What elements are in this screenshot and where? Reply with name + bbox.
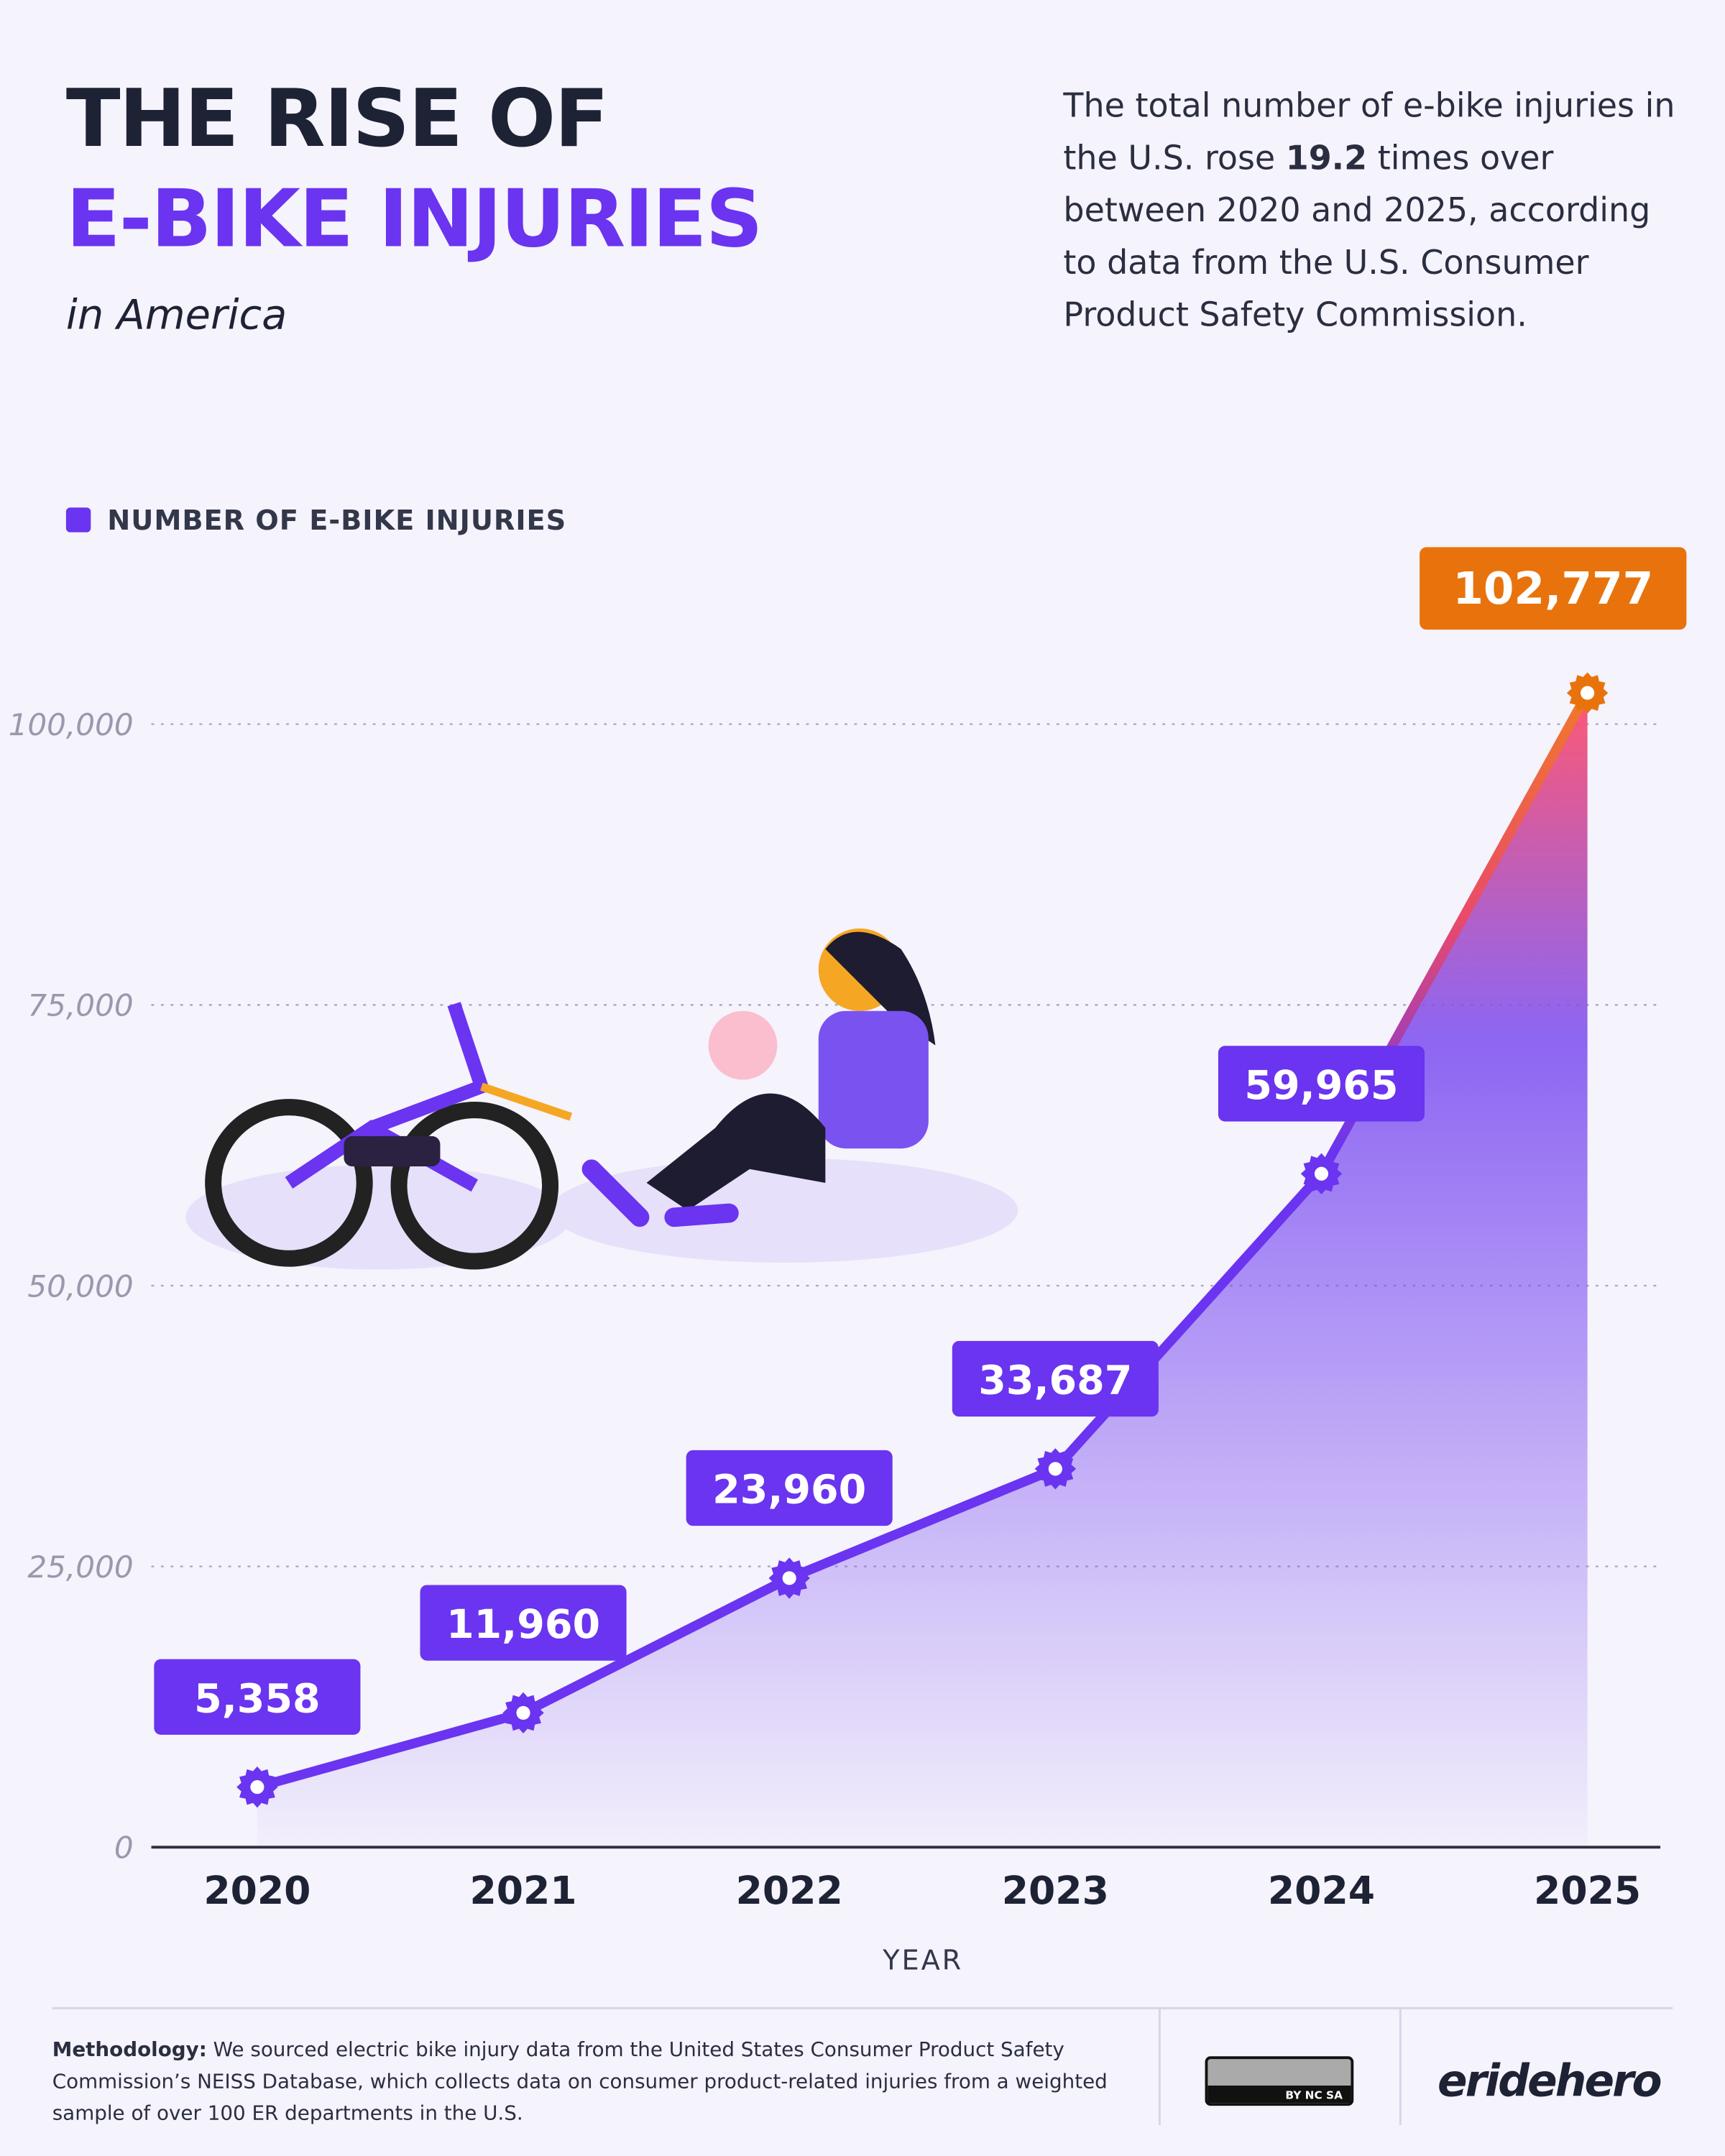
value-label-box bbox=[154, 1659, 361, 1735]
x-tick-label: 2021 bbox=[469, 1868, 576, 1913]
value-label-box bbox=[1420, 547, 1687, 630]
value-label: 23,960 bbox=[712, 1467, 866, 1514]
value-label-box bbox=[1218, 1046, 1425, 1122]
legend-label: NUMBER OF E-BIKE INJURIES bbox=[107, 503, 567, 537]
illustration bbox=[185, 928, 1018, 1270]
license-badge: BY NC SA bbox=[1205, 2056, 1354, 2106]
area bbox=[257, 693, 1588, 1848]
footer-dividers bbox=[52, 2007, 1673, 2125]
value-label-box bbox=[952, 1340, 1159, 1417]
title: THE RISE OF bbox=[65, 71, 609, 165]
x-tick-label: 2020 bbox=[203, 1868, 310, 1913]
highlight: 19.2 bbox=[1285, 139, 1368, 178]
x-tick-label: 2024 bbox=[1268, 1868, 1375, 1913]
point-center bbox=[1581, 686, 1595, 700]
logo: eridehero bbox=[1438, 2055, 1662, 2108]
legend: NUMBER OF E-BIKE INJURIES bbox=[65, 503, 567, 537]
value-label: 59,965 bbox=[1244, 1062, 1398, 1109]
subtitle: in America bbox=[65, 291, 288, 340]
value-label-box bbox=[686, 1450, 893, 1526]
point-center bbox=[1048, 1462, 1062, 1476]
point-center bbox=[516, 1705, 530, 1720]
y-tick-label: 75,000 bbox=[27, 988, 133, 1023]
value-label: 102,777 bbox=[1453, 563, 1653, 614]
y-tick-label: 50,000 bbox=[27, 1268, 133, 1304]
value-label: 11,960 bbox=[446, 1601, 600, 1648]
y-tick-label: 0 bbox=[114, 1830, 134, 1866]
x-tick-label: 2025 bbox=[1534, 1868, 1641, 1913]
text: The total number of e-bike injuries in t… bbox=[1063, 86, 1675, 178]
methodology-text: We sourced electric bike injury data fro… bbox=[52, 2040, 1108, 2125]
point-center bbox=[782, 1571, 796, 1585]
x-tick-label: 2023 bbox=[1002, 1868, 1109, 1913]
value-label-box bbox=[420, 1585, 627, 1661]
methodology-label: Methodology: bbox=[52, 2040, 207, 2062]
methodology: Methodology: We sourced electric bike in… bbox=[52, 2036, 1126, 2131]
description: The total number of e-bike injuries in t… bbox=[1063, 80, 1682, 341]
value-label: 33,687 bbox=[978, 1358, 1132, 1404]
y-tick-label: 100,000 bbox=[9, 707, 134, 742]
x-axis-label: YEAR bbox=[882, 1945, 963, 1977]
value-label: 5,358 bbox=[194, 1675, 321, 1722]
y-tick-label: 25,000 bbox=[27, 1549, 133, 1585]
point-center bbox=[250, 1780, 264, 1795]
chart: 0 25,000 50,000 75,000 100,000 2020 5,358 2021 1… bbox=[9, 547, 1687, 1977]
x-tick-label: 2022 bbox=[736, 1868, 843, 1913]
legend-swatch bbox=[65, 507, 91, 533]
text: times over between 2020 and 2025, accord… bbox=[1063, 139, 1651, 335]
point-center bbox=[1314, 1166, 1329, 1181]
title-highlight: E-BIKE INJURIES bbox=[65, 172, 763, 266]
